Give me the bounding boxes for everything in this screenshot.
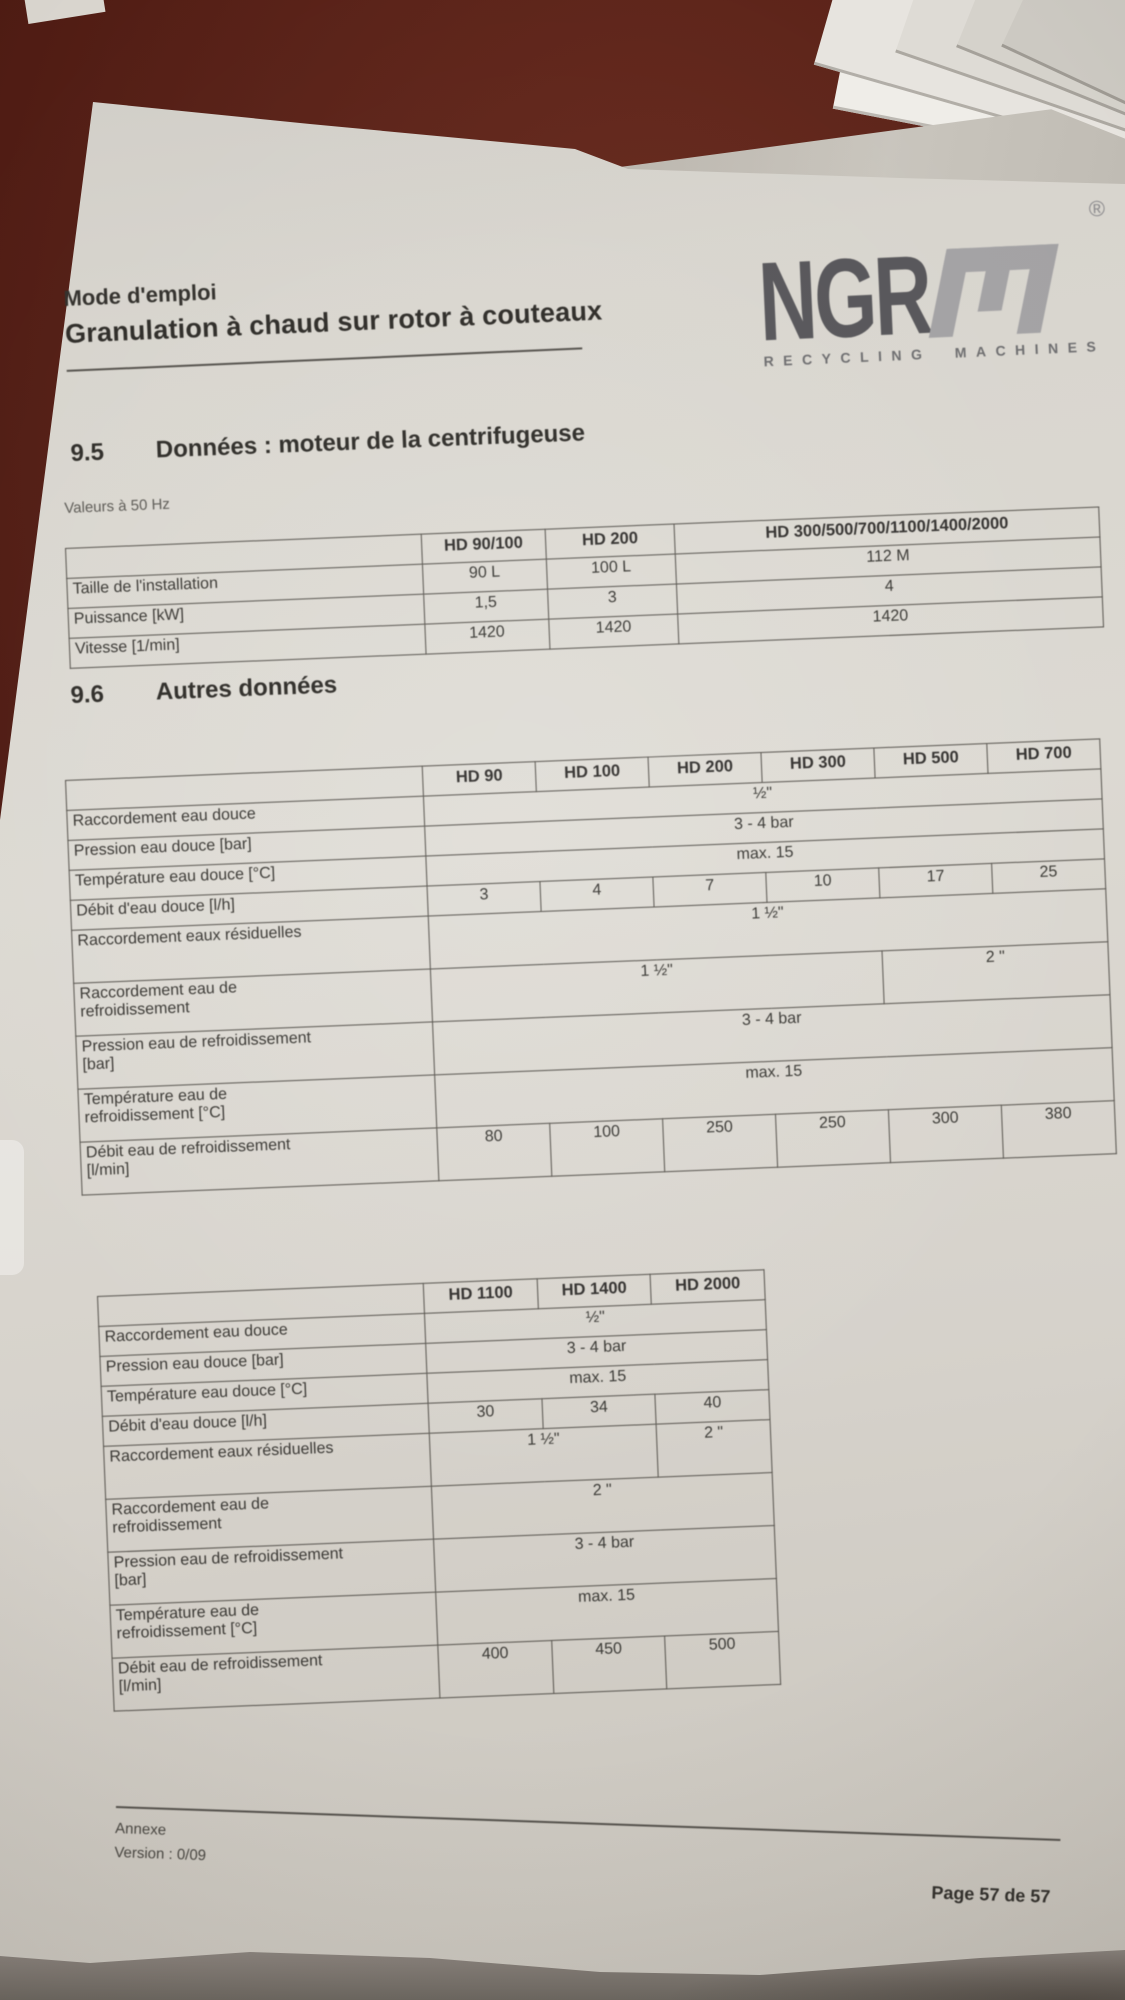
row-value: 17 [878,863,993,898]
registered-mark-icon: ® [1088,195,1106,222]
row-value: 450 [551,1635,668,1694]
row-value: 80 [436,1123,552,1181]
column-header: HD 100 [535,757,650,792]
column-header: HD 700 [986,738,1101,774]
row-value: 250 [662,1114,778,1172]
row-value: 400 [437,1640,554,1699]
row-value: 2 " [882,941,1110,1004]
other-data-table-large-models: HD 1100 HD 1400 HD 2000 Raccordement eau… [97,1269,781,1712]
motor-data-table-wrap: HD 90/100 HD 200 HD 300/500/700/1100/140… [65,506,1104,669]
row-value: 4 [540,876,655,912]
column-header: HD 300 [760,748,876,783]
ngr-logo: NGR ® RECYCLING MACHINES [746,178,1106,389]
row-value: 100 [549,1118,665,1177]
column-header: HD 500 [873,743,988,778]
row-value: 300 [888,1105,1004,1163]
row-value: 34 [541,1394,657,1429]
footer-page-number: Page 57 de 57 [931,1882,1051,1907]
logo-text: NGR [756,231,933,365]
row-value: 1420 [548,613,679,650]
row-value: 7 [652,872,767,907]
section-number: 9.5 [70,438,105,467]
column-header: HD 1400 [536,1274,652,1309]
logo-wordmark: NGR [756,220,1059,365]
motor-data-table: HD 90/100 HD 200 HD 300/500/700/1100/140… [65,506,1104,669]
other-data-table-wrap-2: HD 1100 HD 1400 HD 2000 Raccordement eau… [97,1269,781,1712]
section-9-5-heading: 9.5 Données : moteur de la centrifugeuse [70,419,586,468]
section-title: Autres données [155,671,338,706]
title-underline [66,347,583,372]
row-value: 2 " [656,1419,773,1478]
row-value: 1 ½" [429,1424,659,1487]
row-value: 30 [428,1398,543,1434]
row-value: 250 [775,1109,891,1168]
other-data-table-small-models: HD 90 HD 100 HD 200 HD 300 HD 500 HD 700… [65,738,1117,1196]
other-data-table-wrap: HD 90 HD 100 HD 200 HD 300 HD 500 HD 700… [65,738,1117,1196]
paper-edge-highlight [0,1140,24,1275]
row-value: 3 [427,881,542,917]
column-header: HD 2000 [650,1269,766,1305]
doc-header: Mode d'emploi Granulation à chaud sur ro… [63,260,666,372]
row-value: 10 [765,867,880,903]
row-value: 1420 [424,619,550,655]
row-value: 25 [991,858,1106,894]
section-title: Données : moteur de la centrifugeuse [155,419,586,464]
logo-flag-icon [928,243,1059,338]
page-footer: Annexe Version : 0/09 Page 57 de 57 [114,1806,1061,1907]
section-9-6-heading: 9.6 Autres données [70,671,338,710]
column-header: HD 90 [422,761,537,797]
column-header: HD 200 [648,752,763,788]
section-number: 9.6 [70,680,105,709]
column-header: HD 1100 [423,1278,539,1314]
row-value: 40 [655,1389,771,1425]
row-value: 380 [1001,1100,1117,1159]
row-value: 500 [664,1631,781,1689]
values-note: Valeurs à 50 Hz [64,495,171,517]
